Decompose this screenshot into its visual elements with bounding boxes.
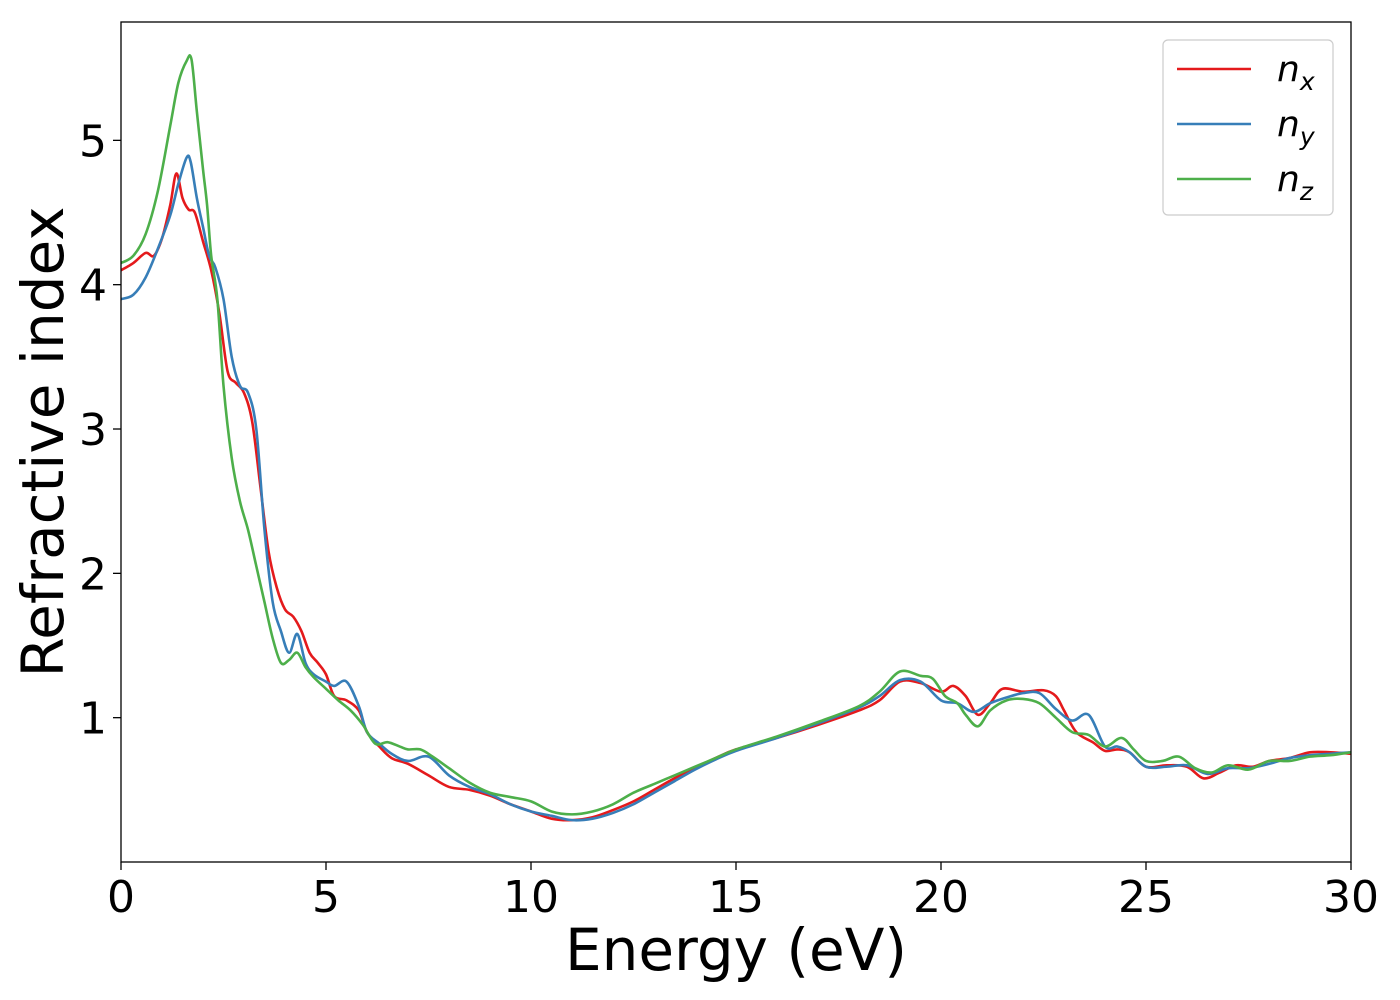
x-tick-label: 30 bbox=[1323, 872, 1379, 923]
x-tick-label: 0 bbox=[107, 872, 135, 923]
legend-subscript: y bbox=[1299, 122, 1316, 151]
y-tick-label: 5 bbox=[79, 116, 107, 167]
legend-label-ny: ny bbox=[1277, 104, 1316, 151]
y-tick-label: 2 bbox=[79, 549, 107, 600]
legend-subscript: z bbox=[1299, 177, 1314, 206]
y-axis-title: Refractive index bbox=[9, 206, 77, 677]
y-tick-label: 4 bbox=[79, 261, 107, 312]
series-lines bbox=[121, 53, 1351, 822]
x-tick-label: 15 bbox=[708, 872, 764, 923]
legend-box bbox=[1162, 39, 1334, 216]
x-axis-ticks: 0 5 10 15 20 25 30 bbox=[107, 862, 1379, 923]
y-tick-label: 1 bbox=[79, 694, 107, 745]
x-tick-label: 25 bbox=[1118, 872, 1174, 923]
x-tick-label: 20 bbox=[913, 872, 969, 923]
x-tick-label: 10 bbox=[503, 872, 559, 923]
x-axis-title: Energy (eV) bbox=[565, 916, 907, 984]
legend-label-nx: nx bbox=[1277, 49, 1315, 96]
y-axis-ticks: 1 2 3 4 5 bbox=[79, 116, 121, 745]
legend-subscript: x bbox=[1299, 67, 1315, 96]
y-tick-label: 3 bbox=[79, 405, 107, 456]
x-tick-label: 5 bbox=[312, 872, 340, 923]
series-line-nz bbox=[121, 53, 1351, 816]
